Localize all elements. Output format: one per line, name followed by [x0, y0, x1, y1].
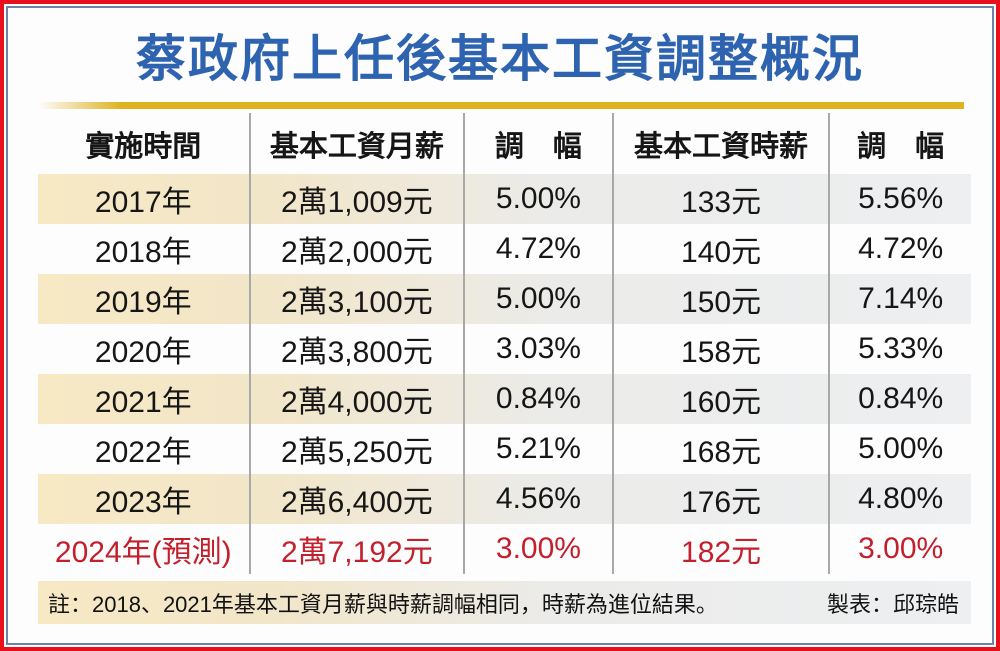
table-cell: 3.00% [465, 524, 614, 574]
gold-divider-rule [38, 102, 964, 109]
table-cell: 0.84% [858, 382, 944, 415]
blue-inner-frame: 蔡政府上任後基本工資調整概況 實施時間 基本工資月薪調 幅基本工資時薪調 幅 20… [6, 6, 994, 645]
table-cell: 2萬3,800元 [251, 324, 466, 374]
table-cell: 5.33% [858, 332, 944, 365]
table-row: 2023年 2萬6,400元 4.56% 176元 4.80% [38, 474, 971, 524]
table-cell: 2萬5,250元 [251, 424, 466, 474]
table-row: 2020年 2萬3,800元 3.03% 158元 5.33% [38, 324, 971, 374]
table-cell: 140元 [614, 224, 831, 274]
table-cell: 133元 [614, 174, 831, 224]
table-cell: 0.84% [465, 374, 614, 424]
table-cell: 2017年 [38, 174, 251, 224]
table-cell: 2024年(預測) [38, 524, 251, 574]
table-cell: 4.80% [858, 482, 944, 515]
header-cell: 實施時間 [38, 113, 251, 174]
table-cell: 2萬4,000元 [251, 374, 466, 424]
table-cell: 5.56% [858, 182, 944, 215]
table-cell: 2023年 [38, 474, 251, 524]
table-cell: 2萬3,100元 [251, 274, 466, 324]
table-cell: 5.00% [465, 274, 614, 324]
table-cell: 4.56% [465, 474, 614, 524]
header-cell: 調 幅 [465, 113, 614, 174]
table-cell: 182元 [614, 524, 831, 574]
wage-table: 實施時間 基本工資月薪調 幅基本工資時薪調 幅 2017年 2萬1,009元 5.00… [38, 113, 971, 574]
table-cell: 168元 [614, 424, 831, 474]
header-cell: 基本工資月薪 [251, 113, 466, 174]
table-cell: 2萬6,400元 [251, 474, 466, 524]
table-cell: 5.21% [465, 424, 614, 474]
table-body: 2017年 2萬1,009元 5.00% 133元 5.56% 2018年 2萬2,000元… [38, 174, 971, 574]
table-cell: 2021年 [38, 374, 251, 424]
table-cell: 4.72% [858, 232, 944, 265]
table-header-row: 實施時間 基本工資月薪調 幅基本工資時薪調 幅 [38, 113, 971, 174]
page-title: 蔡政府上任後基本工資調整概況 [136, 31, 864, 87]
table-row: 2024年(預測) 2萬7,192元 3.00% 182元 3.00% [38, 524, 971, 574]
table-cell: 2萬2,000元 [251, 224, 466, 274]
footnote-bar: 註：2018、2021年基本工資月薪與時薪調幅相同，時薪為進位結果。 製表：邱琮… [38, 581, 971, 624]
table-cell: 150元 [614, 274, 831, 324]
table-cell: 4.72% [465, 224, 614, 274]
table-cell: 7.14% [858, 282, 944, 315]
footnote-text: 註：2018、2021年基本工資月薪與時薪調幅相同，時薪為進位結果。 [48, 591, 718, 617]
title-bar: 蔡政府上任後基本工資調整概況 [8, 8, 992, 102]
table-cell: 158元 [614, 324, 831, 374]
table-cell: 3.00% [858, 532, 944, 565]
table-cell: 2022年 [38, 424, 251, 474]
table-cell: 5.00% [858, 432, 944, 465]
header-cell: 調 幅 [857, 130, 945, 163]
credit-text: 製表：邱琮皓 [826, 591, 959, 617]
table-cell: 2019年 [38, 274, 251, 324]
table-row: 2021年 2萬4,000元 0.84% 160元 0.84% [38, 374, 971, 424]
table-cell: 3.03% [465, 324, 614, 374]
table-cell: 5.00% [465, 174, 614, 224]
table-row: 2017年 2萬1,009元 5.00% 133元 5.56% [38, 174, 971, 224]
table-cell: 176元 [614, 474, 831, 524]
table-cell: 160元 [614, 374, 831, 424]
table-cell: 2020年 [38, 324, 251, 374]
table-row: 2019年 2萬3,100元 5.00% 150元 7.14% [38, 274, 971, 324]
table-row: 2022年 2萬5,250元 5.21% 168元 5.00% [38, 424, 971, 474]
table-cell: 2萬1,009元 [251, 174, 466, 224]
table-row: 2018年 2萬2,000元 4.72% 140元 4.72% [38, 224, 971, 274]
table-cell: 2萬7,192元 [251, 524, 466, 574]
header-cell: 基本工資時薪 [614, 113, 831, 174]
table-cell: 2018年 [38, 224, 251, 274]
